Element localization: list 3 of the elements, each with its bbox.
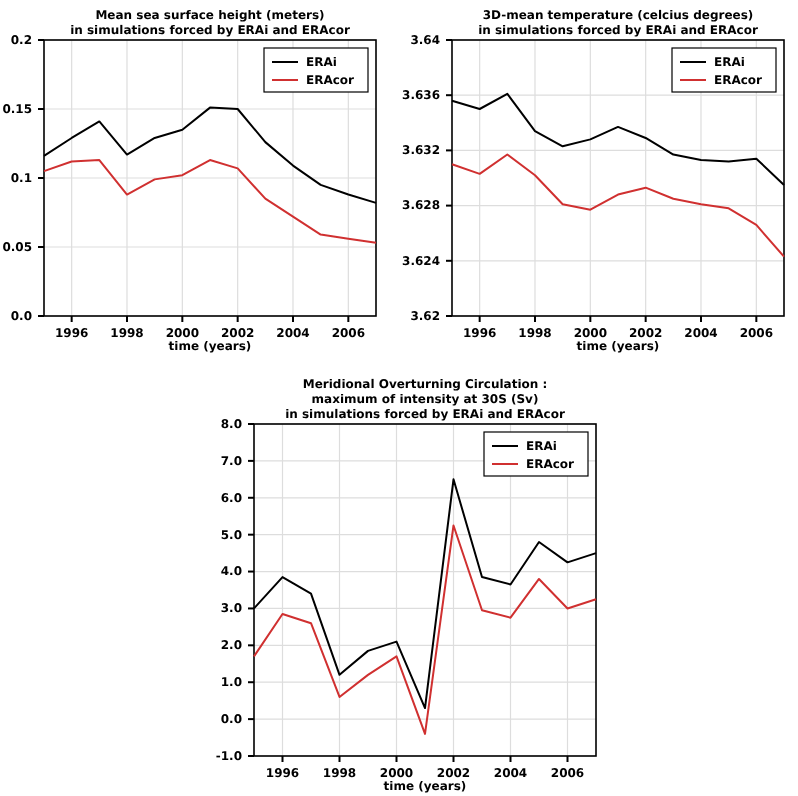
line-series [43, 159, 377, 244]
line-series [253, 524, 597, 735]
line-series [451, 153, 785, 258]
